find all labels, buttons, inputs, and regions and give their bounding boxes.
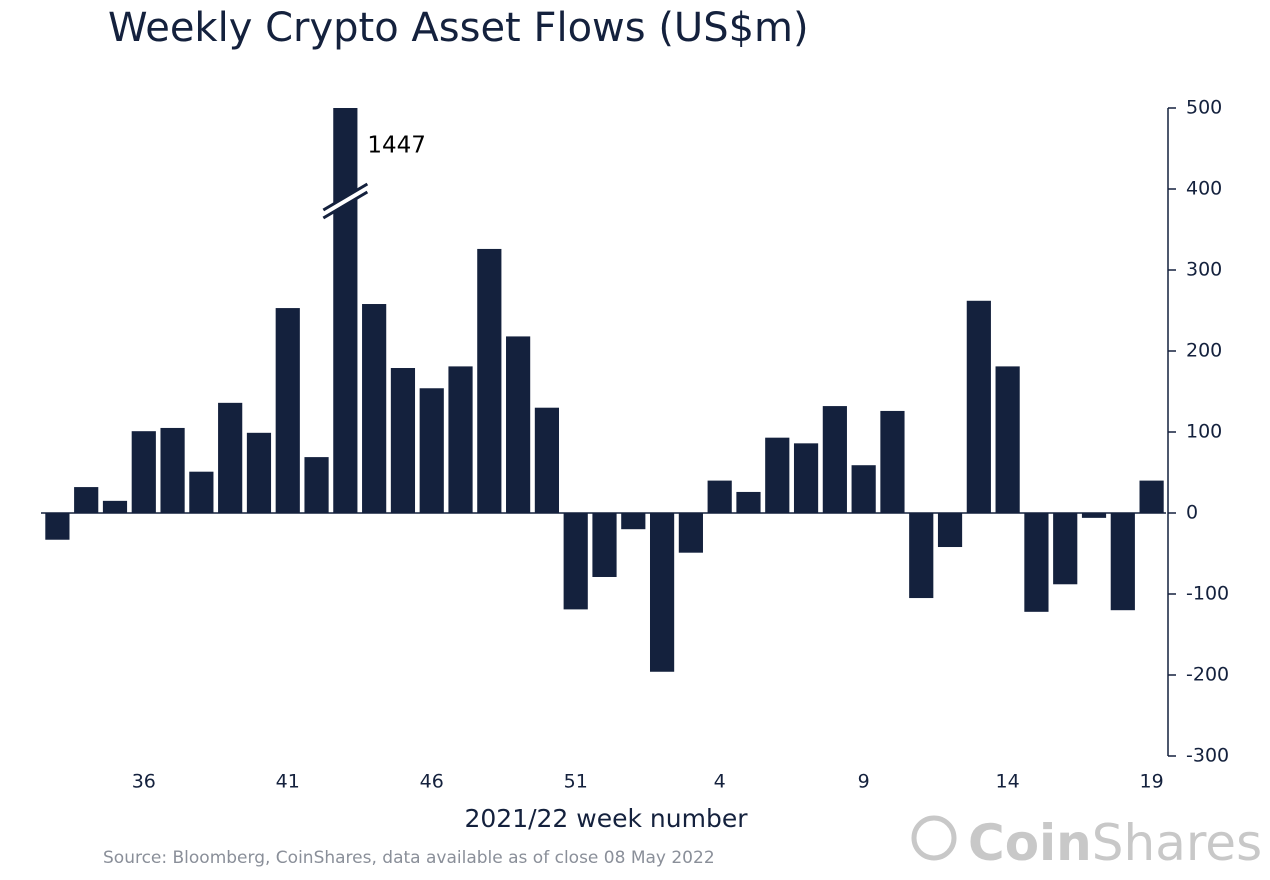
bar: [160, 427, 185, 513]
axis-break: [322, 182, 369, 212]
bar: [102, 500, 128, 513]
bar: [995, 366, 1020, 513]
y-tick-label: 500: [1186, 97, 1222, 119]
x-tick-label: 51: [564, 771, 588, 793]
bar: [506, 336, 531, 513]
bar: [1081, 513, 1107, 518]
bar: [563, 513, 588, 610]
y-tick-label: -100: [1186, 583, 1229, 605]
y-tick-label: 0: [1186, 502, 1198, 524]
bar: [649, 513, 675, 672]
x-tick-label: 41: [276, 771, 300, 793]
axis-break: [323, 184, 368, 218]
logo: CoinShares: [911, 814, 1262, 872]
logo-icon: [911, 815, 957, 861]
x-tick-label: 19: [1140, 771, 1164, 793]
source-note: Source: Bloomberg, CoinShares, data avai…: [103, 848, 715, 868]
y-tick-label: 200: [1186, 340, 1222, 362]
bar: [131, 431, 156, 513]
bar: [793, 443, 819, 513]
bar: [246, 432, 272, 513]
bar: [304, 457, 329, 513]
bar: [534, 407, 560, 513]
svg-text:CoinShares: CoinShares: [968, 814, 1262, 872]
bar: [333, 108, 358, 513]
bar: [707, 480, 732, 513]
bar: [1053, 513, 1078, 585]
bar: [621, 513, 646, 530]
bar: [390, 368, 416, 513]
bar: [851, 465, 876, 513]
bar: [1110, 513, 1135, 611]
y-tick-label: -200: [1186, 664, 1229, 686]
bar: [1139, 480, 1164, 513]
x-tick-label: 14: [996, 771, 1020, 793]
bar: [362, 304, 387, 513]
x-tick-label: 9: [858, 771, 870, 793]
bar: [966, 300, 991, 513]
bar: [678, 513, 703, 553]
y-tick-label: 100: [1186, 421, 1222, 443]
y-tick-label: -300: [1186, 745, 1229, 767]
y-tick-label: 400: [1186, 178, 1222, 200]
bar: [909, 513, 934, 599]
bar: [822, 406, 847, 513]
bar: [477, 248, 502, 513]
logo-light: Shares: [1092, 814, 1262, 872]
bar: [74, 487, 99, 513]
bar: [880, 410, 905, 513]
bar: [765, 437, 790, 513]
bar: [736, 491, 761, 513]
bar: [419, 388, 444, 513]
bar: [189, 471, 214, 513]
bar: [448, 366, 473, 513]
x-tick-label: 36: [132, 771, 156, 793]
logo-bold: Coin: [968, 814, 1092, 872]
bar: [218, 402, 243, 513]
axis-break: [322, 190, 369, 220]
x-tick-label: 4: [714, 771, 726, 793]
data-label: 1447: [367, 133, 426, 159]
x-tick-label: 46: [420, 771, 444, 793]
x-axis-label: 2021/22 week number: [464, 804, 748, 833]
chart-title: Weekly Crypto Asset Flows (US$m): [108, 5, 809, 51]
y-tick-label: 300: [1186, 259, 1222, 281]
bar: [275, 308, 300, 513]
bar: [937, 513, 963, 548]
bar: [1024, 513, 1049, 612]
bar: [592, 513, 617, 577]
bar: [45, 513, 70, 540]
